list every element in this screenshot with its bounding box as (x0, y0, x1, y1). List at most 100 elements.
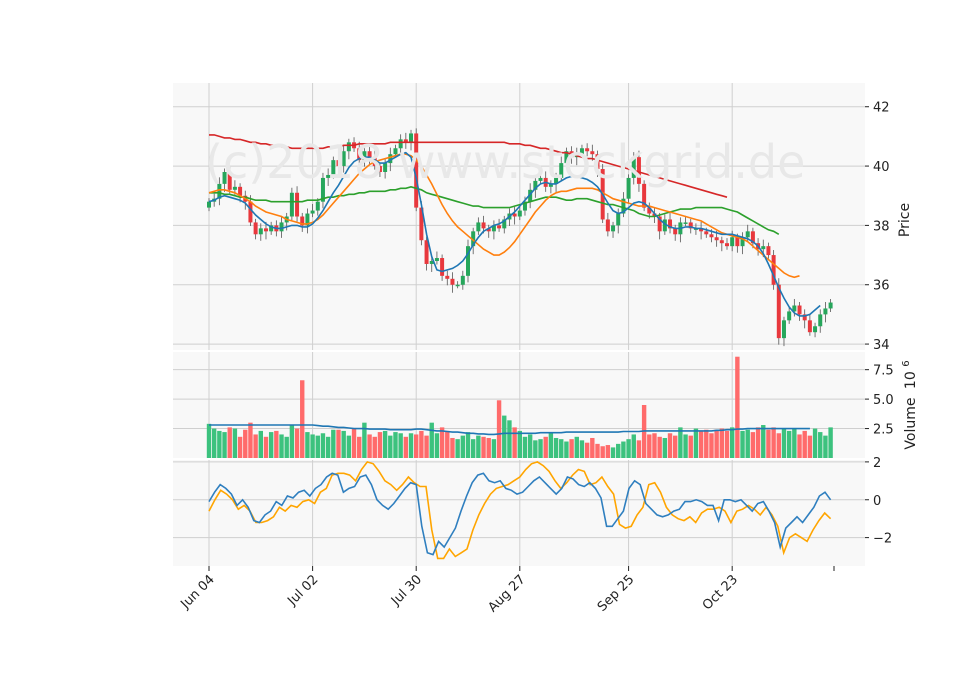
candle-body (735, 237, 740, 247)
candle-body (781, 320, 786, 339)
candle-body (626, 177, 631, 199)
volume-bar (740, 430, 745, 458)
volume-bar (419, 430, 424, 458)
volume-bar (657, 436, 662, 458)
volume-bar (812, 428, 818, 458)
volume-bar (543, 436, 548, 458)
candle-body (336, 160, 341, 167)
candle-body (486, 228, 491, 232)
candle-body (289, 192, 294, 217)
candle-body (564, 151, 569, 164)
x-axis: Jun 04 Jul 02 Jul 30 Aug 27 Sep 25 Oct 23 (178, 566, 835, 615)
candle-body (528, 189, 533, 202)
volume-bar (274, 430, 279, 458)
candle-body (548, 183, 553, 187)
candle-body (305, 213, 310, 226)
price-panel: 34 36 38 40 42 (173, 83, 890, 353)
candle-body (559, 163, 564, 178)
candle-body (227, 172, 232, 190)
candle-body (295, 192, 300, 217)
candle-body (315, 201, 320, 211)
volume-bar (294, 428, 300, 458)
candle-body (460, 275, 465, 285)
candle-body (502, 219, 507, 229)
volume-bar (584, 442, 590, 458)
candle-body (414, 133, 419, 208)
price-ytick-label: 38 (873, 219, 890, 234)
volume-ytick-label: 2.5 (873, 423, 894, 438)
volume-bar (460, 435, 466, 458)
volume-bar (408, 433, 414, 458)
candle-body (512, 213, 517, 217)
candle-body (673, 228, 678, 235)
candle-body (818, 314, 823, 327)
volume-bar (522, 436, 528, 458)
candle-body (776, 284, 781, 339)
candle-body (538, 177, 543, 181)
candle-body (476, 222, 481, 232)
volume-bar (310, 434, 315, 458)
candle-body (326, 174, 331, 178)
sma-fast-line (208, 151, 821, 317)
volume-bar (719, 428, 725, 458)
candle-body (398, 139, 403, 149)
x-tick-label: Sep 25 (595, 572, 638, 615)
volume-bar (729, 427, 735, 458)
volume-bar (678, 427, 683, 458)
candle-body (409, 133, 414, 143)
volume-bar (828, 427, 833, 458)
volume-bar (766, 429, 771, 458)
volume-unit-exponent: 6 (901, 360, 912, 366)
volume-bar (211, 428, 217, 458)
candle-body (238, 186, 243, 196)
volume-bar (217, 430, 222, 458)
volume-bar (512, 427, 517, 458)
candle-body (357, 148, 362, 161)
volume-bar (590, 437, 595, 458)
volume-bar (243, 429, 248, 458)
volume-bar (325, 436, 331, 458)
candle-body (320, 177, 325, 202)
volume-bar (610, 447, 616, 458)
x-tick-label: Jun 04 (178, 572, 218, 612)
volume-bar (698, 430, 704, 458)
candle-body (522, 201, 527, 211)
volume-bar (647, 434, 652, 458)
volume-bar (367, 434, 372, 458)
candle-body (279, 222, 284, 232)
candle-body (828, 302, 833, 309)
volume-bar (579, 440, 585, 458)
volume-bar (538, 439, 543, 458)
candle-body (341, 151, 346, 167)
sma-long-line (209, 134, 728, 198)
volume-bar (305, 432, 310, 458)
volume-ytick-label: 5.0 (873, 393, 894, 408)
candle-body (699, 228, 704, 232)
volume-bar (362, 422, 367, 458)
candle-body (688, 222, 693, 229)
volume-bar (781, 428, 787, 458)
candle-body (636, 157, 641, 184)
volume-bar (476, 435, 481, 458)
volume-bar (683, 434, 688, 458)
candle-body (683, 222, 688, 224)
candle-body (445, 275, 450, 279)
oscillator-panel: −2 0 2 (173, 456, 892, 566)
candle-body (346, 142, 351, 152)
volume-bar (434, 433, 440, 458)
volume-bar (569, 439, 574, 458)
candle-body (248, 201, 253, 223)
volume-bar (465, 432, 471, 458)
candle-body (429, 261, 434, 264)
candle-body (802, 314, 807, 321)
volume-bar (496, 400, 502, 458)
candle-body (491, 225, 496, 232)
volume-bar (631, 434, 636, 458)
volume-bar (315, 435, 320, 458)
candle-body (662, 219, 667, 232)
volume-bar (600, 446, 605, 458)
candle-body (310, 210, 315, 214)
candle-body (709, 234, 714, 238)
volume-bar (206, 423, 212, 458)
volume-bar (331, 429, 336, 458)
